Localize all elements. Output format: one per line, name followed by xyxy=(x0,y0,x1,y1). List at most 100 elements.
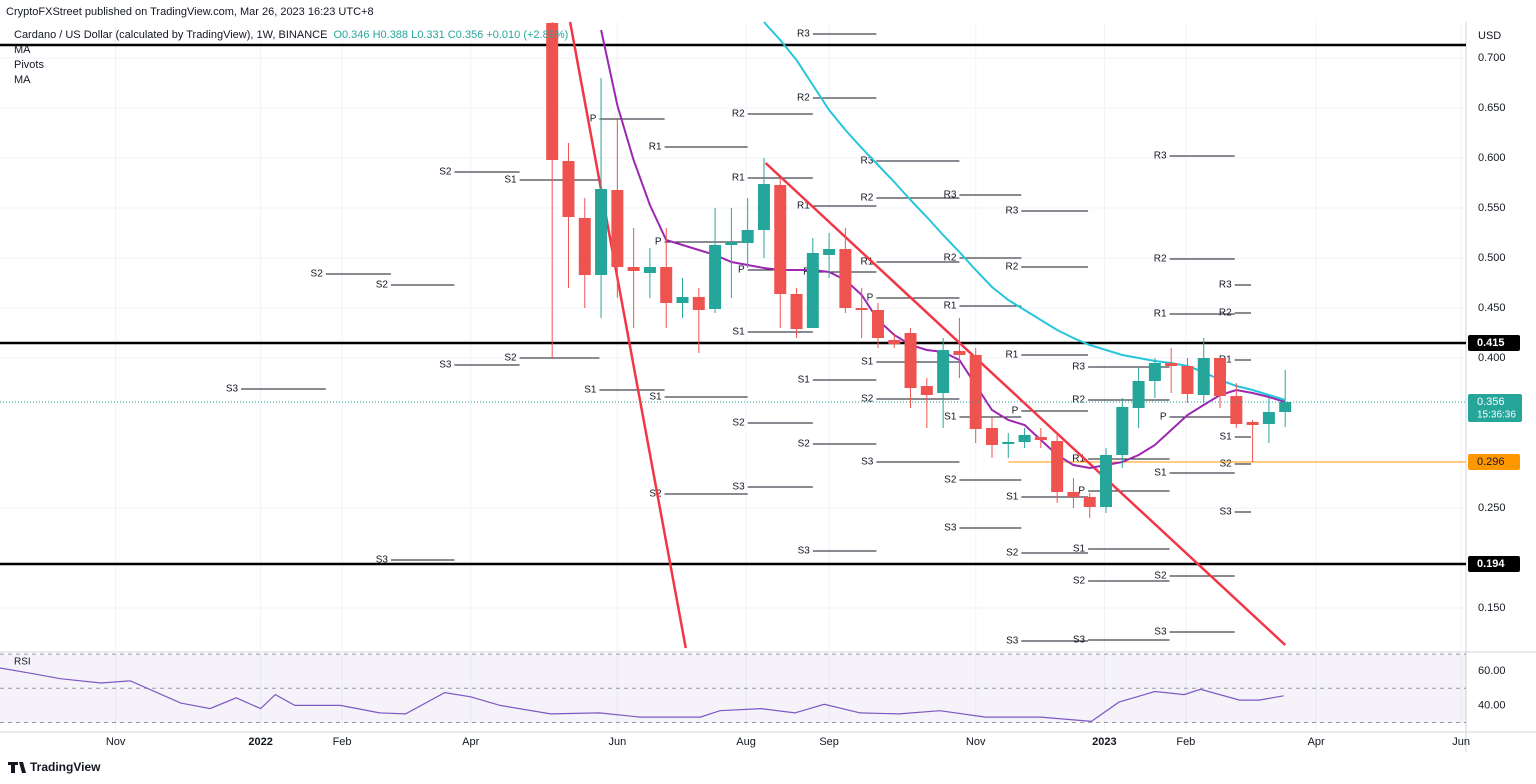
y-tick-label: 0.400 xyxy=(1478,352,1506,364)
brand-logo xyxy=(8,762,26,773)
rsi-label: RSI xyxy=(14,657,31,668)
pivot-label: S1 xyxy=(649,392,662,403)
support-label-box xyxy=(1468,454,1520,470)
pivot-label: P xyxy=(803,267,810,278)
brand: TradingView xyxy=(30,760,101,774)
candle-body xyxy=(546,23,559,160)
pivot-label: S1 xyxy=(944,412,957,423)
x-tick-label: Nov xyxy=(966,736,986,748)
pivot-label: R1 xyxy=(861,257,874,268)
candle-body xyxy=(578,218,591,275)
pivot-label: P xyxy=(655,237,662,248)
candle-body xyxy=(1165,363,1178,366)
legend-item: MA xyxy=(14,44,31,56)
y-tick-label: 0.600 xyxy=(1478,152,1506,164)
candle-body xyxy=(920,386,933,395)
pivot-label: S2 xyxy=(732,418,745,429)
candle-body xyxy=(1214,358,1227,396)
title: Cardano / US Dollar (calculated by Tradi… xyxy=(14,29,327,41)
level-label-box xyxy=(1468,335,1520,351)
pivot-label: S2 xyxy=(376,280,389,291)
pivot-label: S3 xyxy=(732,482,745,493)
candle-body xyxy=(839,249,852,308)
pivot-label: S1 xyxy=(1073,544,1086,555)
pivot-label: S2 xyxy=(439,167,452,178)
last-price-box xyxy=(1468,394,1522,422)
candle-body xyxy=(790,294,803,329)
pivot-label: P xyxy=(590,114,597,125)
candle-body xyxy=(725,242,738,245)
pivot-label: S1 xyxy=(1219,432,1232,443)
pivot-label: S3 xyxy=(439,360,452,371)
x-tick-label: Feb xyxy=(1176,736,1195,748)
candle-body xyxy=(627,267,640,271)
y-tick-label: 0.500 xyxy=(1478,252,1506,264)
x-tick-label: 2022 xyxy=(248,736,272,748)
candle-body xyxy=(611,190,624,267)
y-tick-label: 0.550 xyxy=(1478,202,1506,214)
pivot-label: R2 xyxy=(1006,262,1019,273)
candle-body xyxy=(985,428,998,445)
pivot-label: S3 xyxy=(1219,507,1232,518)
pivot-label: R1 xyxy=(1154,309,1167,320)
candle-body xyxy=(1002,442,1015,444)
pivot-label: R3 xyxy=(944,190,957,201)
pivot-label: R3 xyxy=(1072,362,1085,373)
pivot-label: S2 xyxy=(311,269,324,280)
pivot-label: S3 xyxy=(861,457,874,468)
y-tick-label: 0.150 xyxy=(1478,602,1506,614)
pivot-label: S2 xyxy=(1219,459,1232,470)
candle-body xyxy=(904,333,917,388)
level-label: 0.194 xyxy=(1477,558,1505,570)
pivot-label: R3 xyxy=(861,156,874,167)
candle-body xyxy=(1067,492,1080,497)
candle-body xyxy=(1116,407,1129,455)
pivot-label: R2 xyxy=(797,93,810,104)
ohlc-legend: O0.346 H0.388 L0.331 C0.356 +0.010 (+2.8… xyxy=(333,29,568,41)
candle-body xyxy=(774,185,787,294)
legend-item: Pivots xyxy=(14,59,44,71)
pivot-label: R1 xyxy=(797,201,810,212)
pivot-label: S3 xyxy=(376,555,389,566)
candle-body xyxy=(1246,422,1259,425)
pivot-label: S2 xyxy=(1006,548,1019,559)
pivot-label: R2 xyxy=(861,193,874,204)
x-tick-label: Jun xyxy=(608,736,626,748)
pivot-label: P xyxy=(1160,412,1167,423)
trendline xyxy=(568,21,687,649)
trendline xyxy=(764,162,1287,646)
pivot-label: S2 xyxy=(1073,576,1086,587)
candle-body xyxy=(806,253,819,328)
candle-body xyxy=(1034,437,1047,440)
pivot-label: S3 xyxy=(1006,636,1019,647)
level-label: 0.415 xyxy=(1477,337,1505,349)
candle-body xyxy=(855,308,868,310)
rsi-line xyxy=(0,667,1284,723)
pivot-label: P xyxy=(1078,486,1085,497)
pivot-label: R1 xyxy=(732,173,745,184)
x-tick-label: Nov xyxy=(106,736,126,748)
candle-body xyxy=(1100,455,1113,507)
pivot-label: S3 xyxy=(1073,635,1086,646)
pivot-label: R1 xyxy=(1072,454,1085,465)
pivot-label: S3 xyxy=(944,523,957,534)
x-tick-label: Feb xyxy=(333,736,352,748)
pivot-label: S3 xyxy=(798,546,811,557)
rsi-tick-label: 60.00 xyxy=(1478,665,1506,677)
pivot-label: R3 xyxy=(1006,206,1019,217)
candle-body xyxy=(676,297,689,303)
candle-body xyxy=(1018,435,1031,442)
pivot-label: R2 xyxy=(1219,308,1232,319)
candle-body xyxy=(741,230,754,243)
pivot-label: S2 xyxy=(504,353,517,364)
pivot-label: R2 xyxy=(944,253,957,264)
candle-body xyxy=(1279,402,1292,412)
support-label: 0.296 xyxy=(1477,456,1505,468)
candle-body xyxy=(595,189,608,275)
pivot-label: S2 xyxy=(861,394,874,405)
candle-body xyxy=(1083,497,1096,507)
candle-body xyxy=(709,245,722,309)
plot-layer: 0.150 0.250 0.400 0.450 0.500 0.550 0.600 0.650… xyxy=(0,21,1522,748)
currency: USD xyxy=(1478,30,1501,42)
